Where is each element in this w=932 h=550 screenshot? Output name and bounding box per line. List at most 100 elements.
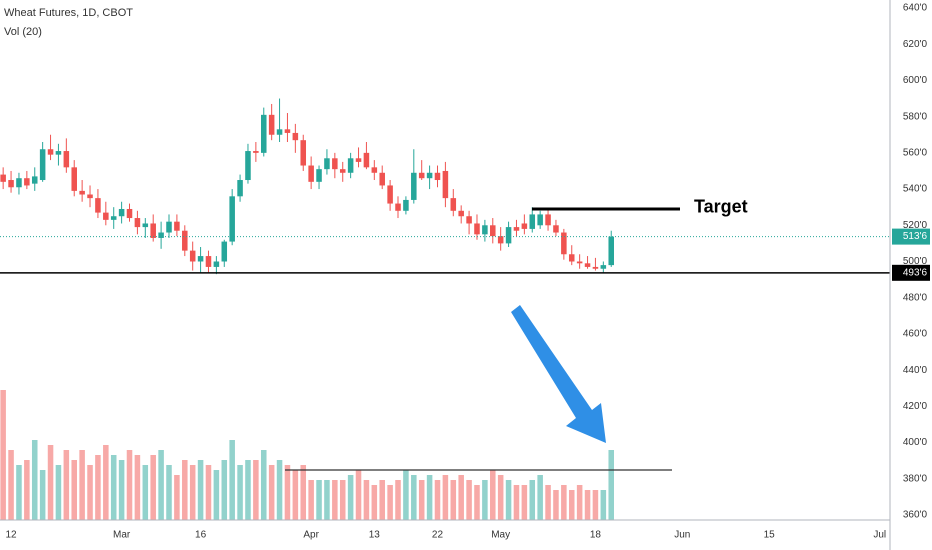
candle-body (316, 169, 322, 182)
volume-bar (576, 485, 583, 520)
x-tick-label: Apr (303, 530, 319, 541)
y-tick-label: 600'0 (903, 75, 928, 86)
candle-body (253, 151, 259, 153)
volume-bar (592, 490, 599, 520)
candle-body (584, 263, 591, 267)
x-tick-label: Mar (113, 530, 131, 541)
volume-bar (355, 470, 362, 520)
candle-body (95, 198, 101, 213)
candle-body (403, 199, 409, 211)
candle-body (395, 203, 401, 211)
y-tick-label: 420'0 (903, 401, 928, 412)
volume-bar (284, 465, 291, 520)
candle-body (450, 198, 457, 211)
candle-body (474, 223, 480, 235)
volume-bar (347, 475, 354, 520)
volume-bar (490, 470, 496, 520)
y-tick-label: 500'0 (903, 256, 928, 267)
candle-body (434, 172, 441, 181)
volume-bar (482, 480, 488, 520)
candle-body (47, 149, 54, 155)
volume-bar (324, 480, 330, 520)
volume-bar (474, 485, 480, 520)
candle-body (355, 158, 362, 162)
volume-bar (158, 450, 164, 520)
x-tick-label: 13 (369, 530, 381, 541)
volume-bar (55, 465, 62, 520)
candle-body (260, 114, 267, 153)
marks (0, 98, 890, 520)
candle-body (221, 241, 228, 262)
candle-body (497, 236, 504, 244)
volume-bar (553, 490, 559, 520)
candle-body (268, 114, 275, 135)
volume-bar (411, 475, 417, 520)
volume-bar (0, 390, 6, 520)
candle-body (87, 194, 93, 199)
volume-bar (110, 455, 117, 520)
candle-body (0, 174, 6, 182)
y-tick-label: 380'0 (903, 473, 928, 484)
candle-body (339, 169, 346, 173)
volume-bar (505, 480, 512, 520)
volume-bar (260, 450, 267, 520)
candle-body (521, 223, 528, 229)
candle-body (245, 151, 251, 181)
volume-title: Vol (20) (4, 26, 42, 38)
candle-body (292, 132, 299, 141)
candle-body (237, 180, 243, 197)
chart-title: Wheat Futures, 1D, CBOT (4, 7, 133, 19)
candle-body (387, 185, 393, 204)
candle-body (24, 178, 30, 186)
volume-bar (16, 465, 22, 520)
volume-bar (142, 465, 149, 520)
candle-body (363, 152, 370, 168)
candle-body (300, 140, 307, 166)
volume-bar (308, 480, 314, 520)
candle-body (284, 129, 291, 133)
candle-body (182, 230, 188, 251)
candle-body (79, 190, 85, 195)
candle-body (379, 172, 385, 186)
axes: 640'0 620'0 600'0 580'0 560'0 540'0 520'0 500'0… (5, 3, 930, 541)
volume-bar (8, 450, 14, 520)
x-tick-label: 16 (195, 530, 207, 541)
candle-body (513, 227, 520, 231)
candle-body (561, 232, 567, 255)
candle-body (568, 254, 575, 262)
volume-bar (87, 465, 93, 520)
candle-body (600, 265, 607, 269)
volume-bar (395, 480, 401, 520)
volume-bar (418, 480, 425, 520)
candle-body (332, 158, 338, 170)
volume-bar (426, 475, 433, 520)
volume-bar (316, 480, 322, 520)
candle-body (142, 223, 149, 228)
x-tick-label: 22 (432, 530, 444, 541)
candle-body (466, 216, 472, 224)
volume-bar (434, 480, 441, 520)
y-tick-label: 640'0 (903, 3, 928, 14)
x-tick-label: May (491, 530, 510, 541)
volume-bar (189, 465, 196, 520)
candle-body (189, 250, 196, 262)
candle-body (55, 151, 62, 155)
candle-body (166, 221, 172, 233)
volume-bar (24, 460, 30, 520)
volume-bar (584, 490, 591, 520)
candle-body (110, 216, 117, 220)
volume-bar (205, 465, 212, 520)
support-label: 493'6 (903, 267, 928, 278)
candle-body (31, 176, 38, 184)
candle-body (442, 170, 449, 199)
candle-body (505, 227, 512, 244)
x-tick-label: 15 (764, 530, 776, 541)
candle-body (103, 212, 109, 220)
candle-body (158, 232, 164, 238)
x-tick-label: Jul (873, 530, 886, 541)
y-tick-label: 580'0 (903, 111, 928, 122)
volume-bar (379, 480, 385, 520)
volume-bar (213, 470, 220, 520)
volume-bar (197, 460, 204, 520)
